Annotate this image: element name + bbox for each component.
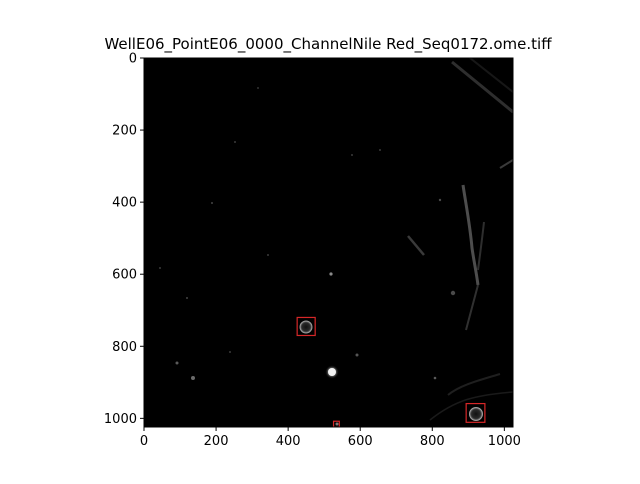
- image-speck: [191, 376, 195, 380]
- y-axis: 0 200 400 600 800 1000: [104, 52, 144, 427]
- image-speck: [433, 376, 437, 380]
- image-speck: [175, 361, 179, 365]
- y-tick-label: 200: [112, 124, 137, 139]
- image-fiber: [461, 184, 480, 286]
- image-speck: [450, 290, 456, 296]
- image-speck: [234, 141, 236, 143]
- image-streak: [429, 391, 513, 421]
- image-fiber: [465, 284, 479, 331]
- figure-title: WellE06_PointE06_0000_ChannelNile Red_Se…: [104, 35, 552, 54]
- image-speck: [159, 267, 161, 269]
- detection-box: [296, 316, 316, 337]
- image-streak: [447, 373, 501, 396]
- axes-frame: [143, 57, 514, 428]
- y-tick-label: 1000: [104, 412, 137, 427]
- ring-cell: [469, 407, 483, 421]
- small-cell: [335, 422, 339, 426]
- x-tick-label: 1000: [488, 434, 521, 449]
- detection-box: [465, 402, 486, 423]
- image-streak: [469, 58, 513, 93]
- x-tick-label: 800: [420, 434, 445, 449]
- image-speck: [267, 254, 269, 256]
- image-speck: [329, 272, 333, 276]
- image-streak: [451, 60, 513, 114]
- image-speck: [229, 351, 231, 353]
- image-speck: [257, 87, 259, 89]
- detections-layer: [296, 316, 486, 427]
- ring-cell: [299, 320, 313, 334]
- image-streak: [407, 235, 425, 256]
- x-tick-label: 0: [140, 434, 148, 449]
- x-axis: 0 200 400 600 800 1000: [140, 427, 521, 449]
- y-tick-label: 400: [112, 196, 137, 211]
- y-tick-label: 800: [112, 340, 137, 355]
- x-tick-label: 400: [276, 434, 301, 449]
- detection-box: [332, 420, 340, 427]
- image-fiber: [477, 221, 485, 271]
- y-tick-label: 600: [112, 268, 137, 283]
- image-speck: [186, 297, 188, 299]
- x-tick-label: 600: [348, 434, 373, 449]
- image-streak: [499, 159, 513, 169]
- image-speck: [438, 198, 442, 202]
- bright-cell-core: [328, 368, 336, 376]
- image-background: [144, 58, 513, 427]
- image-speck: [355, 353, 359, 357]
- microscopy-image: [144, 58, 513, 427]
- image-speck: [351, 154, 353, 156]
- image-speck: [211, 202, 213, 204]
- image-speck: [379, 149, 381, 151]
- x-tick-label: 200: [204, 434, 229, 449]
- y-tick-label: 0: [129, 52, 137, 67]
